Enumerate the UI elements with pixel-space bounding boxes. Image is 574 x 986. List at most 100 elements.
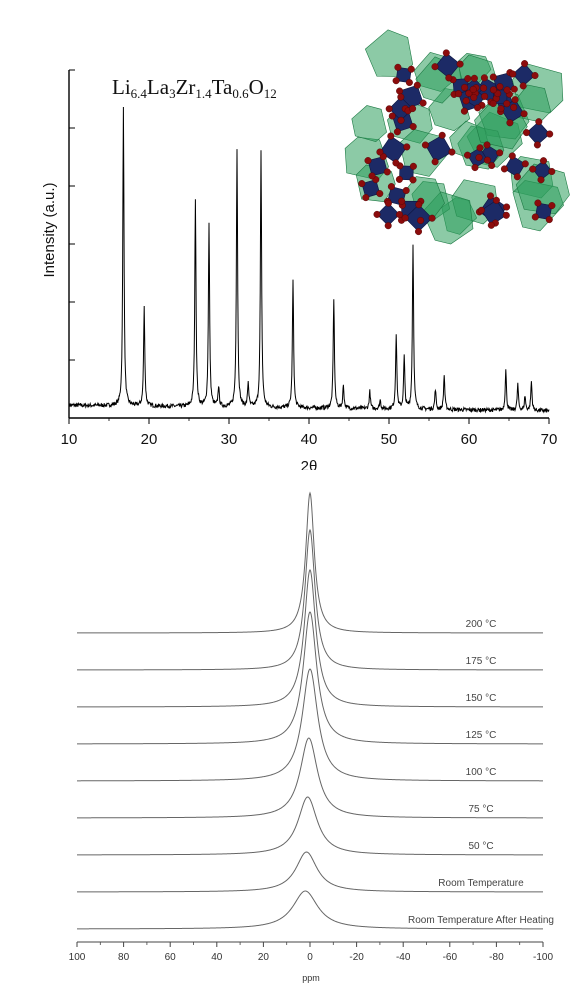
polyhedron-green: [351, 105, 387, 143]
oxygen-atom: [415, 228, 423, 236]
oxygen-atom: [470, 93, 478, 101]
oxygen-atom: [533, 141, 541, 149]
nmr-x-tick-label: 80: [118, 952, 130, 963]
compound-formula: Li6.4La3Zr1.4Ta0.6O12: [112, 75, 277, 101]
oxygen-atom: [428, 214, 436, 222]
nmr-trace: [77, 796, 543, 856]
xrd-x-tick-label: 10: [61, 431, 78, 448]
oxygen-atom: [407, 65, 415, 73]
oxygen-atom: [502, 211, 510, 219]
oxygen-atom: [387, 132, 395, 140]
xrd-x-axis-label: 2θ: [301, 458, 318, 470]
oxygen-atom: [464, 75, 472, 83]
nmr-axis: [76, 941, 544, 947]
xrd-y-axis-label: Intensity (a.u.): [41, 182, 58, 277]
oxygen-atom: [448, 148, 456, 156]
oxygen-atom: [503, 203, 511, 211]
xrd-x-tick-label: 70: [541, 431, 558, 448]
oxygen-atom: [475, 154, 483, 162]
oxygen-atom: [385, 105, 393, 113]
oxygen-atom: [431, 158, 439, 166]
nmr-x-tick-label: -20: [349, 952, 364, 963]
oxygen-atom: [409, 123, 417, 131]
oxygen-atom: [480, 84, 488, 92]
oxygen-atom: [394, 63, 402, 71]
nmr-series-label: 175 °C: [466, 656, 497, 667]
oxygen-atom: [461, 83, 469, 91]
nmr-x-tick-label: 100: [69, 952, 86, 963]
oxygen-atom: [480, 74, 488, 82]
oxygen-atom: [474, 104, 482, 112]
oxygen-atom: [469, 85, 477, 93]
oxygen-atom: [496, 149, 504, 157]
oxygen-atom: [534, 199, 542, 207]
nmr-x-tick-labels: 100 80 60 40 20 0 -20 -40 -60 -80 -100: [69, 952, 554, 963]
oxygen-atom: [364, 157, 372, 165]
nmr-series-label: 75 °C: [468, 804, 493, 815]
oxygen-atom: [500, 165, 508, 173]
oxygen-atom: [510, 85, 518, 93]
nmr-trace: [77, 569, 543, 708]
oxygen-atom: [510, 103, 518, 111]
nmr-trace: [77, 491, 543, 634]
polyhedron-green: [515, 163, 570, 215]
oxygen-atom: [413, 81, 421, 89]
nmr-spectra: [76, 491, 544, 930]
oxygen-atom: [483, 141, 491, 149]
oxygen-atom: [392, 159, 400, 167]
oxygen-atom: [483, 156, 491, 164]
oxygen-atom: [395, 175, 403, 183]
oxygen-atom: [464, 151, 472, 159]
oxygen-atom: [548, 167, 556, 175]
oxygen-atom: [487, 192, 495, 200]
oxygen-atom: [396, 87, 404, 95]
nmr-series-label: 100 °C: [466, 767, 497, 778]
oxygen-atom: [405, 78, 413, 86]
oxygen-atom: [376, 148, 384, 156]
oxygen-atom: [506, 119, 514, 127]
oxygen-atom: [489, 86, 497, 94]
oxygen-atom: [403, 143, 411, 151]
oxygen-atom: [503, 86, 511, 94]
xrd-pattern: [68, 106, 550, 414]
nmr-trace: [77, 851, 543, 893]
xrd-x-tick-label: 60: [461, 431, 478, 448]
oxygen-atom: [489, 99, 497, 107]
oxygen-atom: [488, 161, 496, 169]
oxygen-atom: [481, 92, 489, 100]
nmr-x-tick-label: -60: [443, 952, 458, 963]
xrd-x-tick-label: 40: [301, 431, 318, 448]
oxygen-atom: [419, 99, 427, 107]
oxygen-atom: [358, 180, 366, 188]
nmr-series-label: 200 °C: [466, 619, 497, 630]
oxygen-atom: [460, 107, 468, 115]
oxygen-atom: [392, 77, 400, 85]
oxygen-atom: [387, 183, 395, 191]
oxygen-atom: [409, 176, 417, 184]
oxygen-atom: [477, 206, 485, 214]
oxygen-atom: [384, 199, 392, 207]
oxygen-atom: [396, 210, 404, 218]
oxygen-atom: [535, 118, 543, 126]
oxygen-atom: [503, 100, 511, 108]
oxygen-atom: [537, 176, 545, 184]
nmr-series-labels: 200 °C 175 °C 150 °C 125 °C 100 °C 75 °C 50 °C…: [408, 619, 554, 926]
oxygen-atom: [487, 221, 495, 229]
nmr-x-axis-label: ppm: [302, 973, 320, 983]
oxygen-atom: [531, 71, 539, 79]
nmr-series-label: 150 °C: [466, 693, 497, 704]
nmr-trace: [77, 890, 543, 930]
nmr-x-tick-label: -80: [489, 952, 504, 963]
xrd-x-tick-label: 20: [141, 431, 158, 448]
oxygen-atom: [401, 214, 409, 222]
oxygen-atom: [476, 144, 484, 152]
oxygen-atom: [388, 112, 396, 120]
oxygen-atom: [398, 197, 406, 205]
oxygen-atom: [519, 82, 527, 90]
xrd-x-tick-labels: 10 20 30 40 50 60 70: [61, 431, 558, 448]
oxygen-atom: [489, 73, 497, 81]
oxygen-atom: [546, 130, 554, 138]
oxygen-atom: [508, 152, 516, 160]
oxygen-atom: [421, 141, 429, 149]
nmr-x-tick-label: -100: [533, 952, 553, 963]
